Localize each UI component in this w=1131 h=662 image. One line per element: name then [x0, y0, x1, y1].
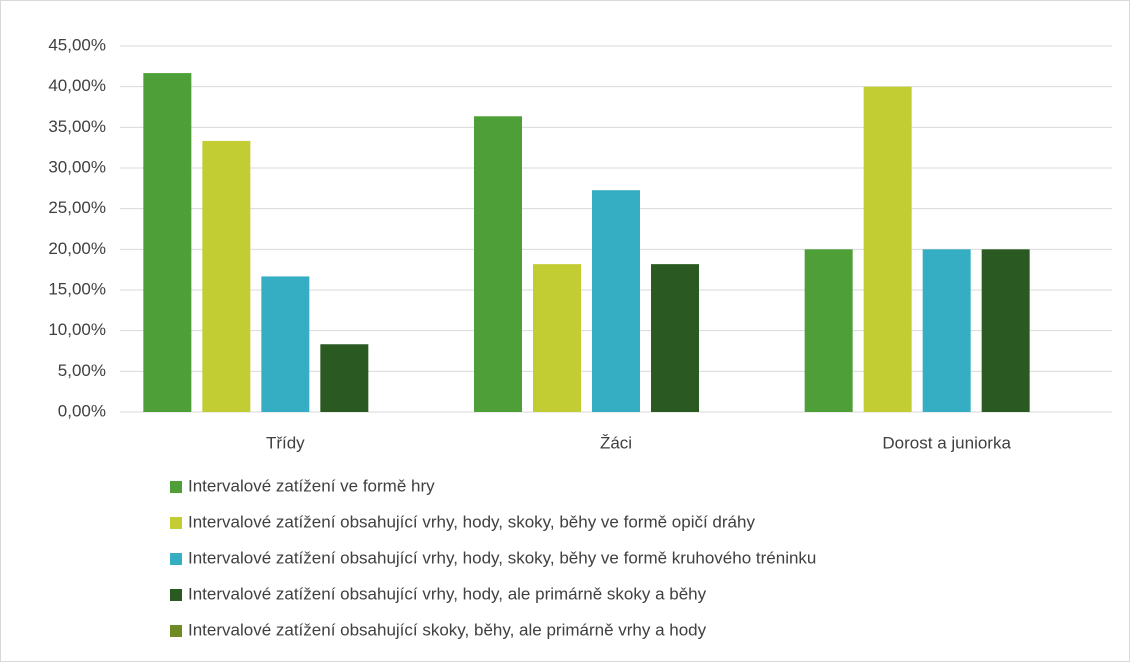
y-tick-label: 10,00% [48, 320, 106, 339]
bar [651, 264, 699, 412]
legend-swatch [170, 517, 182, 529]
y-tick-label: 25,00% [48, 198, 106, 217]
bar [863, 86, 912, 413]
y-tick-label: 0,00% [58, 401, 106, 420]
legend-label: Intervalové zatížení obsahující vrhy, ho… [188, 584, 707, 603]
legend-label: Intervalové zatížení obsahující vrhy, ho… [188, 512, 755, 531]
x-tick-label: Třídy [266, 433, 305, 452]
bar [320, 344, 369, 412]
bar [474, 116, 522, 412]
y-tick-label: 15,00% [48, 279, 106, 298]
bar [261, 276, 310, 412]
y-tick-label: 5,00% [58, 361, 106, 380]
bar [922, 249, 971, 412]
legend-label: Intervalové zatížení obsahující skoky, b… [188, 620, 707, 639]
y-tick-label: 30,00% [48, 157, 106, 176]
y-tick-label: 40,00% [48, 76, 106, 95]
legend-swatch [170, 553, 182, 565]
legend-swatch [170, 625, 182, 637]
y-tick-label: 45,00% [48, 35, 106, 54]
legend-label: Intervalové zatížení obsahující vrhy, ho… [188, 548, 816, 567]
bar [202, 140, 251, 412]
bar [981, 249, 1030, 412]
legend-label: Intervalové zatížení ve formě hry [188, 476, 435, 495]
bar [592, 190, 640, 412]
x-tick-label: Žáci [600, 433, 632, 452]
legend-swatch [170, 481, 182, 493]
bar [804, 249, 853, 412]
bar [533, 264, 581, 412]
y-tick-label: 35,00% [48, 117, 106, 136]
y-tick-label: 20,00% [48, 239, 106, 258]
x-tick-label: Dorost a juniorka [882, 433, 1011, 452]
bar [143, 73, 192, 413]
legend-swatch [170, 589, 182, 601]
